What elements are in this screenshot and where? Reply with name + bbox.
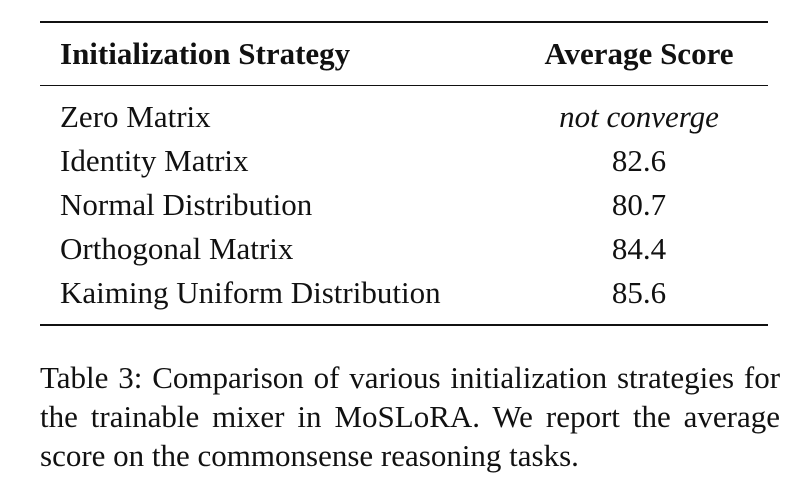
- table-row: Orthogonal Matrix 84.4: [40, 227, 768, 271]
- table-row: Kaiming Uniform Distribution 85.6: [40, 271, 768, 315]
- table-row: Identity Matrix 82.6: [40, 139, 768, 183]
- score-cell: 84.4: [611, 231, 667, 266]
- caption-label: Table 3:: [40, 360, 143, 395]
- score-cell: not converge: [559, 99, 719, 134]
- results-table: Initialization Strategy Average Score Ze…: [40, 21, 768, 326]
- score-cell: 85.6: [611, 275, 667, 310]
- top-rule: [40, 21, 768, 23]
- table-body: Zero Matrix not converge Identity Matrix…: [40, 86, 768, 324]
- header-initialization-strategy: Initialization Strategy: [60, 36, 351, 71]
- bottom-rule: [40, 324, 768, 326]
- score-cell: 82.6: [611, 143, 667, 178]
- table-caption: Table 3: Comparison of various initializ…: [40, 358, 780, 475]
- strategy-cell: Normal Distribution: [60, 187, 313, 222]
- header-average-score: Average Score: [544, 36, 734, 71]
- strategy-cell: Orthogonal Matrix: [60, 231, 294, 266]
- strategy-cell: Identity Matrix: [60, 143, 249, 178]
- score-cell: 80.7: [611, 187, 667, 222]
- table-row: Zero Matrix not converge: [40, 95, 768, 139]
- caption-text: Comparison of various initialization str…: [40, 360, 781, 473]
- strategy-cell: Kaiming Uniform Distribution: [60, 275, 441, 310]
- header-rule: [40, 85, 768, 86]
- table-row: Normal Distribution 80.7: [40, 183, 768, 227]
- table-header-row: Initialization Strategy Average Score: [40, 23, 768, 85]
- strategy-cell: Zero Matrix: [60, 99, 211, 134]
